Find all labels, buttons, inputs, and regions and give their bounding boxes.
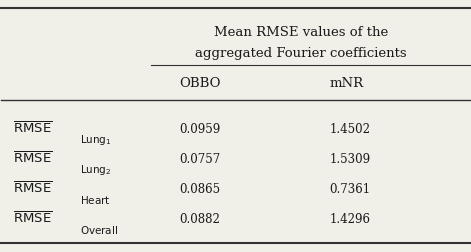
- Text: 0.0757: 0.0757: [179, 152, 220, 165]
- Text: $\mathrm{Lung}_{2}$: $\mathrm{Lung}_{2}$: [80, 163, 112, 177]
- Text: 1.4296: 1.4296: [329, 212, 370, 225]
- Text: OBBO: OBBO: [179, 77, 221, 90]
- Text: $\mathrm{Overall}$: $\mathrm{Overall}$: [80, 224, 118, 235]
- Text: aggregated Fourier coefficients: aggregated Fourier coefficients: [195, 47, 407, 60]
- Text: 1.5309: 1.5309: [329, 152, 370, 165]
- Text: 1.4502: 1.4502: [329, 122, 370, 135]
- Text: 0.0865: 0.0865: [179, 182, 220, 195]
- Text: $\mathrm{Lung}_{1}$: $\mathrm{Lung}_{1}$: [80, 133, 112, 147]
- Text: $\overline{\mathrm{RMSE}}$: $\overline{\mathrm{RMSE}}$: [13, 211, 52, 226]
- Text: mNR: mNR: [329, 77, 363, 90]
- Text: $\overline{\mathrm{RMSE}}$: $\overline{\mathrm{RMSE}}$: [13, 121, 52, 136]
- Text: $\overline{\mathrm{RMSE}}$: $\overline{\mathrm{RMSE}}$: [13, 181, 52, 196]
- Text: 0.0882: 0.0882: [179, 212, 220, 225]
- Text: Mean RMSE values of the: Mean RMSE values of the: [214, 26, 388, 39]
- Text: $\mathrm{Heart}$: $\mathrm{Heart}$: [80, 194, 111, 205]
- Text: 0.0959: 0.0959: [179, 122, 220, 135]
- Text: $\overline{\mathrm{RMSE}}$: $\overline{\mathrm{RMSE}}$: [13, 151, 52, 166]
- Text: 0.7361: 0.7361: [329, 182, 370, 195]
